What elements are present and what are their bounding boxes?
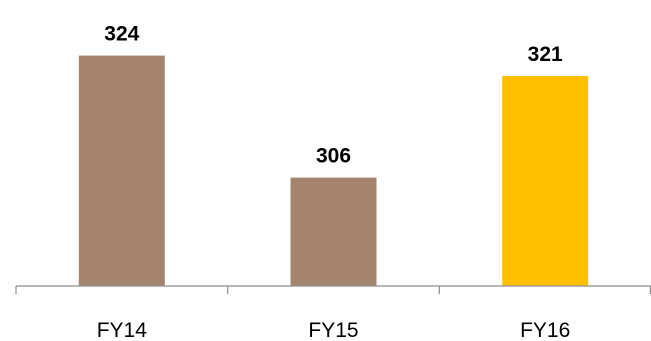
bars-group xyxy=(78,55,589,287)
x-tick-label-fy14: FY14 xyxy=(97,319,148,341)
bar-fy16 xyxy=(502,75,589,287)
x-tick-labels-group: FY14 FY15 FY16 xyxy=(97,319,571,341)
data-label-fy16: 321 xyxy=(528,43,563,66)
data-label-fy15: 306 xyxy=(316,145,351,168)
bar-fy14 xyxy=(78,55,165,286)
x-tick-label-fy16: FY16 xyxy=(520,319,570,341)
data-labels-group: 324 306 321 xyxy=(104,23,563,168)
x-axis xyxy=(15,285,651,294)
data-label-fy14: 324 xyxy=(104,23,139,46)
x-tick-label-fy15: FY15 xyxy=(308,319,358,341)
bar-fy15 xyxy=(290,177,377,286)
